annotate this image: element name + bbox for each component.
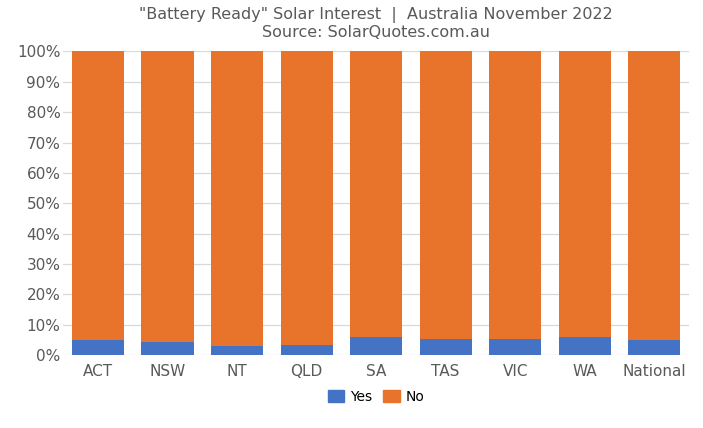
Bar (559, 51, 611, 337)
Bar (141, 342, 193, 355)
Bar (211, 51, 263, 346)
Bar (350, 51, 402, 337)
Bar (141, 51, 193, 342)
Bar (420, 51, 472, 339)
Bar (72, 340, 124, 355)
Bar (280, 51, 333, 345)
Bar (350, 337, 402, 355)
Bar (420, 339, 472, 355)
Title: "Battery Ready" Solar Interest  |  Australia November 2022
Source: SolarQuotes.c: "Battery Ready" Solar Interest | Austral… (139, 7, 613, 41)
Bar (559, 337, 611, 355)
Legend: Yes, No: Yes, No (322, 384, 430, 409)
Bar (72, 51, 124, 340)
Bar (211, 346, 263, 355)
Bar (489, 339, 541, 355)
Bar (280, 345, 333, 355)
Bar (489, 51, 541, 339)
Bar (628, 51, 681, 340)
Bar (628, 340, 681, 355)
